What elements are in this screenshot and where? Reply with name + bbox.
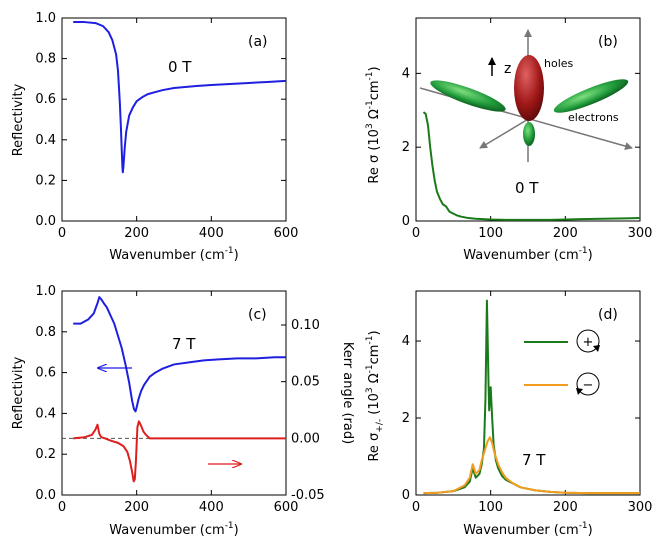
x-tick-label: 400: [199, 226, 224, 241]
field-annotation: 0 T: [515, 179, 539, 197]
x-tick-label: 200: [553, 500, 578, 515]
x-axis-label: Wavenumber (cm-1): [109, 521, 239, 538]
series-line-2: [423, 436, 640, 495]
y-axis-label: Reflectivity: [11, 83, 26, 156]
inset-label-z: z: [504, 61, 511, 77]
panel-d: 0 100 200 300 0 2 4 + − 7 T (d) Re σ+/- (103 Ω…: [365, 290, 653, 538]
tick-marks: [415, 291, 641, 496]
x-tick-label: 200: [124, 500, 149, 515]
y-tick-label: 2: [402, 411, 410, 426]
inset-axis-x: [479, 117, 531, 149]
panel-label: (b): [598, 34, 618, 50]
y-tick-label: 4: [402, 66, 410, 81]
y-tick-label: 2: [402, 140, 410, 155]
y-tick-label: 0.2: [35, 447, 56, 462]
tick-labels: 0 200 400 600 0.0 0.2 0.4 0.6 0.8 1.0 -0.05 0.00 0.0…: [35, 284, 324, 515]
panel-c: 0 200 400 600 0.0 0.2 0.4 0.6 0.8 1.0 -0.05 0.00 0.0…: [11, 284, 355, 538]
y-tick-label: 0.2: [35, 173, 56, 188]
y-tick-label: 0.8: [35, 52, 56, 67]
tick-labels: 0 100 200 300 0 2 4: [402, 66, 653, 241]
panel-label: (c): [248, 307, 267, 323]
series-line-2: [73, 420, 286, 483]
x-tick-label: 400: [199, 500, 224, 515]
x-tick-label: 200: [553, 226, 578, 241]
y2-tick-label: 0.10: [291, 318, 320, 333]
plot-frame: [415, 17, 641, 222]
polarization-plus-icon: [576, 329, 600, 353]
tick-marks: [61, 290, 287, 496]
series-lines: [73, 21, 287, 174]
y2-axis-label: Kerr angle (rad): [340, 342, 355, 444]
x-axis-label: Wavenumber (cm-1): [463, 521, 593, 538]
x-tick-label: 200: [124, 226, 149, 241]
x-tick-label: 100: [478, 500, 503, 515]
series-lines: [422, 111, 641, 221]
series-lines: [62, 296, 286, 483]
legend: + −: [524, 329, 600, 396]
y-axis-label: Re σ+/- (103 Ω-1cm-1): [365, 330, 385, 461]
series-line-1: [422, 111, 641, 221]
y2-tick-label: 0.05: [291, 375, 320, 390]
y-tick-label: 0: [402, 488, 410, 503]
electron-pocket-left: [430, 80, 506, 112]
y-axis-label: Reflectivity: [11, 356, 26, 429]
fermi-surface-inset: z holes electrons: [419, 29, 633, 162]
hole-pocket: [514, 55, 544, 121]
x-tick-label: 0: [412, 500, 420, 515]
electron-pocket-bottom: [523, 122, 535, 146]
y2-tick-label: 0.00: [291, 431, 320, 446]
polarization-minus-icon: [576, 372, 600, 396]
x-tick-label: 0: [58, 226, 66, 241]
plot-frame: [61, 17, 287, 222]
polarization-plus-arrowhead: [593, 345, 600, 352]
y-tick-label: 0.6: [35, 366, 56, 381]
plot-frame: [61, 290, 287, 496]
x-tick-label: 600: [274, 226, 299, 241]
electron-pocket-right: [553, 79, 629, 113]
panel-a: 0 200 400 600 0.0 0.2 0.4 0.6 0.8 1.0 0 T (a) Ref…: [11, 11, 298, 263]
y2-tick-label: -0.05: [291, 488, 325, 503]
tick-marks: [61, 17, 287, 222]
series-line-1: [73, 21, 287, 174]
field-annotation: 7 T: [522, 451, 546, 469]
x-axis-label: Wavenumber (cm-1): [109, 246, 239, 263]
tick-labels: 0 100 200 300 0 2 4: [402, 334, 653, 515]
x-tick-label: 600: [274, 500, 299, 515]
polarization-minus-arrowhead: [576, 388, 583, 395]
x-tick-label: 100: [478, 226, 503, 241]
y-tick-label: 0.8: [35, 325, 56, 340]
x-tick-label: 0: [58, 500, 66, 515]
plot-frame: [415, 290, 641, 496]
y-tick-label: 0.4: [35, 406, 56, 421]
y-tick-label: 0: [402, 214, 410, 229]
y-tick-label: 0.4: [35, 133, 56, 148]
x-tick-label: 300: [628, 226, 653, 241]
x-tick-label: 0: [412, 226, 420, 241]
legend-symbol-plus: +: [583, 335, 594, 350]
y-tick-label: 4: [402, 334, 410, 349]
tick-labels: 0 200 400 600 0.0 0.2 0.4 0.6 0.8 1.0: [35, 11, 298, 241]
y-tick-label: 1.0: [35, 284, 56, 299]
y-tick-label: 0.0: [35, 214, 56, 229]
panel-label: (a): [248, 34, 268, 50]
y-tick-label: 0.6: [35, 92, 56, 107]
y-axis-label: Re σ (103 Ω-1cm-1): [365, 66, 382, 183]
y-tick-label: 1.0: [35, 11, 56, 26]
series-line-1: [73, 296, 286, 413]
panel-label: (d): [598, 307, 618, 323]
y-tick-label: 0.0: [35, 488, 56, 503]
field-annotation: 7 T: [172, 335, 196, 353]
field-annotation: 0 T: [168, 58, 192, 76]
inset-label-holes: holes: [544, 57, 574, 70]
x-tick-label: 300: [628, 500, 653, 515]
legend-symbol-minus: −: [583, 378, 594, 393]
inset-label-electrons: electrons: [568, 111, 619, 124]
x-axis-label: Wavenumber (cm-1): [463, 246, 593, 263]
series-lines: [423, 299, 640, 495]
